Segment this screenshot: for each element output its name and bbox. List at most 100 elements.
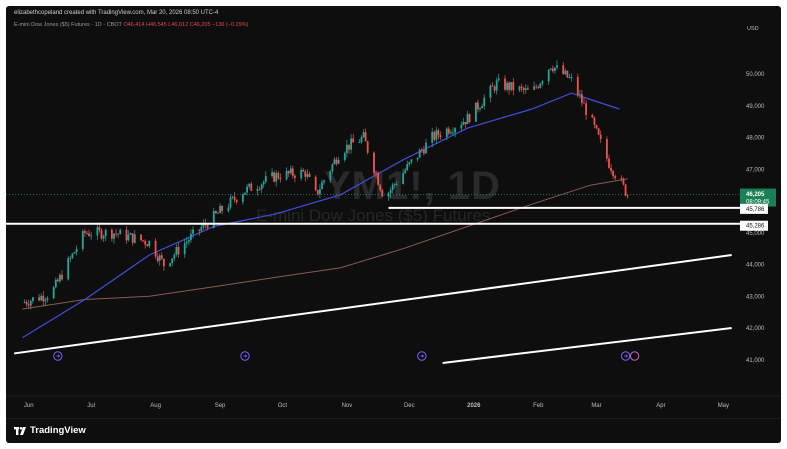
candle-body [564,70,567,74]
candle-body [185,241,188,244]
level-label-box [740,220,768,231]
candle-body [258,189,261,190]
symbol-legend: E-mini Dow Jones ($5) Futures · 1D · CBO… [14,22,248,28]
candle-body [146,244,149,247]
event-arrow-icon [243,354,248,358]
candle-body [504,78,506,90]
candle-body [242,194,244,202]
candle-body [622,179,625,185]
candle-body [562,65,565,75]
candle-body [260,184,263,190]
candle-body [364,132,367,142]
candle-body [115,233,117,235]
candle-body [38,297,40,301]
candle-body [591,114,594,118]
candle-body [42,295,45,302]
candle-body [418,149,421,158]
sma-fast-line [22,92,620,339]
candle-body [445,128,448,137]
candle-body [192,229,194,234]
candle-body [348,144,350,150]
candle-body [54,279,57,288]
candle-body [556,65,558,68]
candle-body [302,170,305,172]
tradingview-logo-icon [14,427,26,435]
candle-body [549,68,552,70]
candle-body [190,233,192,241]
candle-body [377,173,379,185]
candle-body [475,102,477,122]
y-tick-label: 50,000 [746,72,765,78]
candle-body [493,86,496,91]
candle-body [44,299,47,302]
candle-body [27,304,30,306]
candle-body [551,68,554,72]
candle-body [98,227,101,230]
candle-body [595,125,598,129]
watermark-name: E-mini Dow Jones ($5) Futures [256,206,491,225]
candle-body [279,178,282,180]
candle-body [404,170,407,173]
candle-body [570,77,573,78]
y-tick-label: 49,000 [746,104,765,110]
candle-body [256,189,259,191]
x-tick-label: Oct [278,403,288,409]
candle-body [599,134,602,140]
x-tick-label: Nov [342,403,353,409]
candle-body [321,182,323,190]
candle-body [319,189,321,195]
candle-body [173,254,176,259]
candle-body [491,85,494,87]
trendline [14,254,732,355]
candle-body [610,167,612,171]
candle-body [360,137,363,143]
candle-body [585,103,587,115]
candle-body [291,168,294,176]
candle-body [133,234,136,243]
candle-body [250,183,253,191]
candle-body [235,199,238,202]
last-price-value: 46,205 [746,192,765,198]
y-tick-label: 44,000 [746,263,765,269]
candle-body [597,128,600,135]
candle-body [217,213,219,214]
candle-body [142,240,144,241]
candle-body [420,149,423,151]
candle-body [350,138,352,150]
event-marker-icon [53,351,63,361]
candle-body [215,211,217,213]
candle-body [379,184,382,191]
candle-body [144,240,147,245]
price-chart[interactable]: 41,00042,00043,00044,00045,00046,00047,0… [6,6,781,418]
y-tick-label: 47,000 [746,167,765,173]
legend-open: O46,414 [123,22,145,28]
candle-body [131,233,134,243]
candle-body [433,132,436,140]
x-tick-label: Sep [215,403,226,409]
x-tick-label: Feb [533,403,544,409]
candle-body [581,94,583,103]
candle-body [583,102,585,104]
legend-low: L46,012 [168,22,189,28]
candle-body [125,229,128,241]
x-tick-label: 2026 [467,403,481,409]
candle-body [495,80,498,91]
candle-body [331,164,334,172]
candle-body [524,88,527,91]
y-tick-label: 41,000 [746,358,765,364]
candle-body [346,144,348,153]
candle-body [477,102,479,110]
candle-body [90,235,92,237]
candle-body [462,122,465,125]
candle-body [175,247,178,255]
candle-body [535,86,538,88]
candle-body [308,173,311,177]
candle-body [229,197,232,208]
candle-body [593,117,596,125]
candle-body [23,302,26,303]
candle-body [169,263,171,267]
candle-body [395,183,398,185]
candle-body [100,229,103,239]
candle-body [337,160,340,164]
candle-body [300,170,303,179]
